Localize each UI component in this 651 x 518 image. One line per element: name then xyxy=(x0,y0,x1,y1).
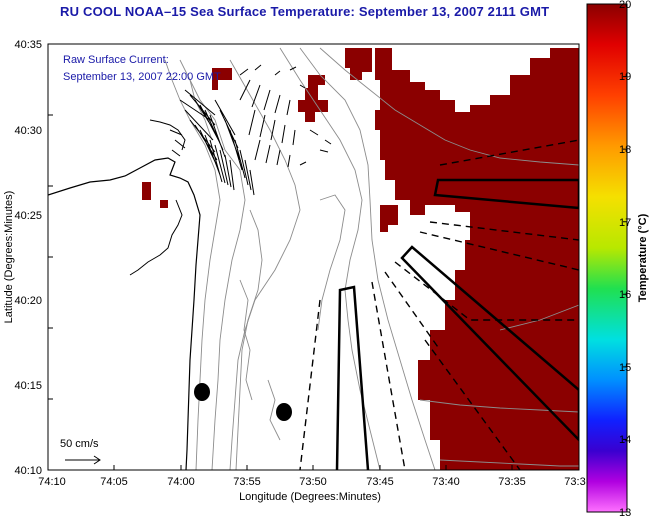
surface-current-vectors xyxy=(65,64,332,465)
colorbar-tick-label: 17 xyxy=(619,217,631,229)
colorbar-tick-label: 13 xyxy=(619,507,631,518)
station-dot xyxy=(194,383,210,401)
y-tick-label: 40:30 xyxy=(14,125,42,137)
x-tick-label: 74:05 xyxy=(100,476,128,488)
scale-label: 50 cm/s xyxy=(60,438,99,450)
x-tick-label: 73:50 xyxy=(299,476,327,488)
current-label-line1: Raw Surface Current: xyxy=(63,54,169,66)
colorbar-tick-label: 14 xyxy=(619,434,631,446)
map-content xyxy=(48,47,579,470)
warm-sst-region xyxy=(142,48,579,470)
colorbar-tick-label: 20 xyxy=(619,0,631,11)
x-tick-label: 73:3 xyxy=(564,476,585,488)
x-tick-label: 73:55 xyxy=(233,476,261,488)
scale-arrow xyxy=(65,455,101,465)
y-tick-label: 40:10 xyxy=(14,465,42,477)
colorbar-tick-label: 19 xyxy=(619,71,631,83)
survey-boxes xyxy=(335,178,579,470)
x-tick-label: 73:45 xyxy=(366,476,394,488)
y-tick-label: 40:35 xyxy=(14,39,42,51)
y-tick-label: 40:25 xyxy=(14,210,42,222)
y-tick-label: 40:20 xyxy=(14,295,42,307)
colorbar-tick-label: 15 xyxy=(619,362,631,374)
bathymetry-contours xyxy=(164,47,579,470)
y-tick-labels: 40:35 40:30 40:25 40:20 40:15 40:10 xyxy=(14,39,42,477)
axis-ticks xyxy=(47,43,580,471)
colorbar-tick-label: 16 xyxy=(619,289,631,301)
colorbar-tick-label: 18 xyxy=(619,144,631,156)
x-tick-label: 73:40 xyxy=(432,476,460,488)
map-title: RU COOL NOAA–15 Sea Surface Temperature:… xyxy=(60,4,550,19)
y-tick-label: 40:15 xyxy=(14,380,42,392)
transect-lines xyxy=(299,139,579,470)
x-tick-label: 74:00 xyxy=(167,476,195,488)
x-axis-label: Longitude (Degrees:Minutes) xyxy=(239,491,381,503)
current-label-line2: September 13, 2007 22:00 GMT xyxy=(63,71,221,83)
y-axis-label: Latitude (Degrees:Minutes) xyxy=(3,191,15,324)
x-tick-label: 73:35 xyxy=(498,476,526,488)
station-dot xyxy=(276,403,292,421)
x-tick-label: 74:10 xyxy=(38,476,66,488)
colorbar-label: Temperature (°C) xyxy=(637,213,649,302)
colorbar-tick-labels: 20 19 18 17 16 15 14 13 xyxy=(619,0,631,518)
colorbar xyxy=(586,3,628,513)
x-tick-labels: 74:10 74:05 74:00 73:55 73:50 73:45 73:4… xyxy=(38,476,585,488)
coastline xyxy=(48,157,201,470)
